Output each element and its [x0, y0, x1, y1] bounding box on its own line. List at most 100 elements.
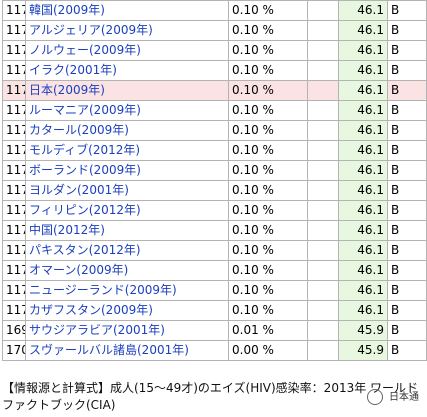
country-cell: カタール(2009年): [25, 120, 229, 141]
grade-cell: B: [387, 200, 427, 221]
empty-cell: [307, 60, 339, 81]
percent-cell: 0.10 %: [228, 260, 308, 281]
country-link[interactable]: イラク(2001年): [29, 63, 117, 77]
percent-cell: 0.10 %: [228, 100, 308, 121]
country-link[interactable]: カタール(2009年): [29, 123, 129, 137]
percent-cell: 0.10 %: [228, 180, 308, 201]
empty-cell: [307, 180, 339, 201]
rank-cell: 117: [2, 100, 26, 121]
rank-cell: 117: [2, 140, 26, 161]
percent-cell: 0.10 %: [228, 240, 308, 261]
country-link[interactable]: サウジアラビア(2001年): [29, 323, 165, 337]
rank-cell: 117: [2, 260, 26, 281]
rank-cell: 169: [2, 320, 26, 341]
grade-cell: B: [387, 220, 427, 241]
country-cell: ルーマニア(2009年): [25, 100, 229, 121]
country-cell: イラク(2001年): [25, 60, 229, 81]
score-cell: 46.1: [338, 120, 388, 141]
grade-cell: B: [387, 320, 427, 341]
country-link[interactable]: ルーマニア(2009年): [29, 103, 141, 117]
score-cell: 46.1: [338, 200, 388, 221]
grade-cell: B: [387, 280, 427, 301]
empty-cell: [307, 320, 339, 341]
percent-cell: 0.10 %: [228, 280, 308, 301]
rank-cell: 117: [2, 180, 26, 201]
rank-cell: 117: [2, 280, 26, 301]
table-row: 117 ルーマニア(2009年) 0.10 % 46.1 B: [2, 100, 427, 121]
rank-cell: 117: [2, 240, 26, 261]
grade-cell: B: [387, 160, 427, 181]
rank-cell: 117: [2, 60, 26, 81]
country-link[interactable]: ノルウェー(2009年): [29, 43, 141, 57]
country-link[interactable]: カザフスタン(2009年): [29, 303, 153, 317]
country-cell: オマーン(2009年): [25, 260, 229, 281]
empty-cell: [307, 160, 339, 181]
grade-cell: B: [387, 80, 427, 101]
table-row: 117 中国(2012年) 0.10 % 46.1 B: [2, 220, 427, 241]
grade-cell: B: [387, 340, 427, 361]
rank-cell: 117: [2, 200, 26, 221]
percent-cell: 0.10 %: [228, 200, 308, 221]
grade-cell: B: [387, 140, 427, 161]
empty-cell: [307, 260, 339, 281]
empty-cell: [307, 280, 339, 301]
percent-cell: 0.10 %: [228, 60, 308, 81]
country-cell: ノルウェー(2009年): [25, 40, 229, 61]
percent-cell: 0.10 %: [228, 40, 308, 61]
country-link[interactable]: 日本(2009年): [29, 83, 105, 97]
ranking-table: 117 韓国(2009年) 0.10 % 46.1 B 117 アルジェリア(2…: [2, 0, 427, 361]
country-link[interactable]: フィリピン(2012年): [29, 203, 141, 217]
grade-cell: B: [387, 260, 427, 281]
percent-cell: 0.10 %: [228, 80, 308, 101]
table-row: 117 ノルウェー(2009年) 0.10 % 46.1 B: [2, 40, 427, 61]
percent-cell: 0.10 %: [228, 20, 308, 41]
country-link[interactable]: ヨルダン(2001年): [29, 183, 129, 197]
country-link[interactable]: オマーン(2009年): [29, 263, 129, 277]
country-link[interactable]: モルディブ(2012年): [29, 143, 141, 157]
grade-cell: B: [387, 40, 427, 61]
country-link[interactable]: パキスタン(2012年): [29, 243, 141, 257]
grade-cell: B: [387, 120, 427, 141]
table-row: 117 ボーランド(2009年) 0.10 % 46.1 B: [2, 160, 427, 181]
table-row: 117 モルディブ(2012年) 0.10 % 46.1 B: [2, 140, 427, 161]
score-cell: 46.1: [338, 100, 388, 121]
table-row: 117 韓国(2009年) 0.10 % 46.1 B: [2, 0, 427, 21]
country-cell: 日本(2009年): [25, 80, 229, 101]
empty-cell: [307, 240, 339, 261]
empty-cell: [307, 80, 339, 101]
empty-cell: [307, 20, 339, 41]
country-link[interactable]: アルジェリア(2009年): [29, 23, 153, 37]
country-cell: サウジアラビア(2001年): [25, 320, 229, 341]
grade-cell: B: [387, 20, 427, 41]
country-link[interactable]: 韓国(2009年): [29, 3, 105, 17]
empty-cell: [307, 100, 339, 121]
rank-cell: 117: [2, 80, 26, 101]
percent-cell: 0.10 %: [228, 120, 308, 141]
ranking-table-body: 117 韓国(2009年) 0.10 % 46.1 B 117 アルジェリア(2…: [2, 0, 427, 361]
table-row: 117 カタール(2009年) 0.10 % 46.1 B: [2, 120, 427, 141]
country-link[interactable]: ニュージーランド(2009年): [29, 283, 177, 297]
empty-cell: [307, 120, 339, 141]
percent-cell: 0.10 %: [228, 220, 308, 241]
grade-cell: B: [387, 60, 427, 81]
country-cell: 中国(2012年): [25, 220, 229, 241]
percent-cell: 0.10 %: [228, 160, 308, 181]
score-cell: 46.1: [338, 40, 388, 61]
grade-cell: B: [387, 0, 427, 21]
empty-cell: [307, 200, 339, 221]
table-row: 117 アルジェリア(2009年) 0.10 % 46.1 B: [2, 20, 427, 41]
table-row: 117 フィリピン(2012年) 0.10 % 46.1 B: [2, 200, 427, 221]
score-cell: 45.9: [338, 320, 388, 341]
country-link[interactable]: ボーランド(2009年): [29, 163, 141, 177]
rank-cell: 170: [2, 340, 26, 361]
score-cell: 46.1: [338, 160, 388, 181]
country-cell: ボーランド(2009年): [25, 160, 229, 181]
score-cell: 46.1: [338, 140, 388, 161]
country-link[interactable]: スヴァールバル諸島(2001年): [29, 343, 189, 357]
rank-cell: 117: [2, 300, 26, 321]
source-footer: 【情報源と計算式】成人(15～49才)のエイズ(HIV)感染率：2013年 ワー…: [2, 381, 419, 412]
country-cell: モルディブ(2012年): [25, 140, 229, 161]
country-link[interactable]: 中国(2012年): [29, 223, 105, 237]
score-cell: 45.9: [338, 340, 388, 361]
